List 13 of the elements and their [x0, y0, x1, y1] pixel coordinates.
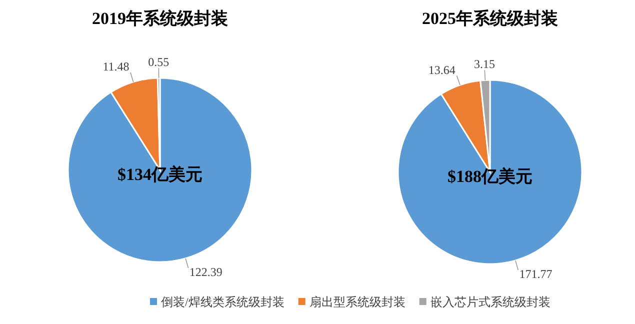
legend-label: 嵌入芯片式系统级封装 [430, 295, 550, 309]
data-label: 0.55 [148, 55, 170, 70]
legend-label: 倒装/焊线类系统级封装 [161, 295, 284, 309]
data-label: 3.15 [474, 57, 495, 72]
data-label: 11.48 [102, 60, 130, 74]
chart-title: 2019年系统级封装 [92, 9, 228, 28]
text: $134亿美元 [118, 165, 202, 184]
text: $188亿美元 [448, 167, 532, 186]
legend-label: 扇出型系统级封装 [309, 295, 406, 309]
data-label: 122.39 [189, 264, 222, 279]
data-label: 13.64 [428, 62, 456, 77]
chart-title: 2025年系统级封装 [422, 9, 558, 28]
data-label: 171.77 [519, 266, 552, 281]
